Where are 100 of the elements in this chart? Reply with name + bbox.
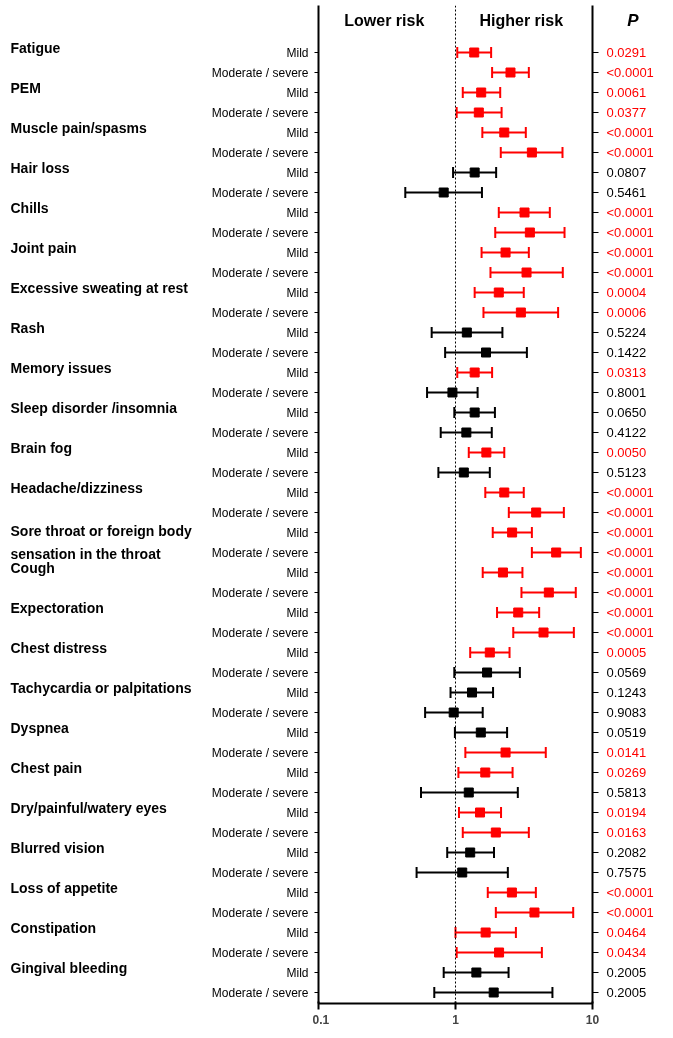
y2-tick-label: 0.0291 (606, 45, 647, 60)
y2-tick-label: 0.0006 (606, 305, 647, 320)
y-tick-label: Moderate / severe (211, 625, 309, 640)
text: Brain fog (10, 439, 72, 456)
y-tick-label: Moderate / severe (211, 465, 309, 480)
text: Cough (10, 559, 55, 576)
y2-tick-label: 0.0005 (606, 645, 647, 660)
y-tick-label: Mild (286, 165, 309, 180)
y2-tick-label: <0.0001 (606, 525, 654, 540)
y-tick-label: Moderate / severe (211, 985, 309, 1000)
y-tick-label: Moderate / severe (211, 865, 309, 880)
y-tick-label: Mild (286, 325, 309, 340)
text: Hair loss (10, 159, 70, 176)
y2-tick-label: 0.2005 (606, 985, 647, 1000)
y2-tick-label: 0.2082 (606, 845, 647, 860)
y-tick-label: Mild (286, 525, 309, 540)
y-tick-label: Mild (286, 365, 309, 380)
y2-tick-label: 0.0269 (606, 765, 647, 780)
text: Headache/dizziness (10, 479, 143, 496)
y-tick-label: Mild (286, 965, 309, 980)
y2-tick-label: <0.0001 (606, 565, 654, 580)
y-tick-label: Moderate / severe (211, 265, 309, 280)
text: Higher risk (479, 12, 564, 29)
y2-tick-label: 0.5123 (606, 465, 647, 480)
y-tick-label: Mild (286, 725, 309, 740)
y2-tick-label: 0.0141 (606, 745, 647, 760)
y2-tick-label: 0.0650 (606, 405, 647, 420)
y2-tick-label: 0.0464 (606, 925, 647, 940)
y-tick-label: Moderate / severe (211, 145, 309, 160)
y2-tick-label: <0.0001 (606, 145, 654, 160)
text: Lower risk (344, 12, 425, 29)
y-tick-label: Moderate / severe (211, 585, 309, 600)
y2-tick-label: <0.0001 (606, 905, 654, 920)
y-tick-label: Mild (286, 485, 309, 500)
y-tick-label: Moderate / severe (211, 225, 309, 240)
y-tick-label: Mild (286, 45, 309, 60)
y-tick-label: Moderate / severe (211, 425, 309, 440)
text: Tachycardia or palpitations (10, 679, 192, 696)
y2-tick-label: <0.0001 (606, 225, 654, 240)
y2-tick-label: <0.0001 (606, 885, 654, 900)
y2-tick-label: <0.0001 (606, 545, 654, 560)
text: Memory issues (10, 359, 112, 376)
text: Muscle pain/spasms (10, 119, 147, 136)
y2-tick-label: 0.1243 (606, 685, 647, 700)
y2-tick-label: <0.0001 (606, 65, 654, 80)
text: Fatigue (10, 39, 61, 56)
y2-tick-label: 0.9083 (606, 705, 647, 720)
text: Rash (10, 319, 45, 336)
y2-tick-label: 0.5813 (606, 785, 647, 800)
y-tick-label: Mild (286, 245, 309, 260)
y-tick-label: Mild (286, 405, 309, 420)
y-tick-label: Mild (286, 445, 309, 460)
text: Constipation (10, 919, 97, 936)
y2-tick-label: 0.5461 (606, 185, 647, 200)
y-tick-label: Moderate / severe (211, 745, 309, 760)
y-tick-label: Moderate / severe (211, 105, 309, 120)
text: Loss of appetite (10, 879, 119, 896)
y-tick-label: Mild (286, 765, 309, 780)
y2-tick-label: 0.7575 (606, 865, 647, 880)
y2-tick-label: 0.0194 (606, 805, 647, 820)
y2-tick-label: 0.2005 (606, 965, 647, 980)
x-tick-label: 0.1 (312, 1012, 330, 1027)
text: Chills (10, 199, 49, 216)
y2-tick-label: 0.5224 (606, 325, 647, 340)
text: Sore throat or foreign body sensation in the throat (10, 523, 192, 562)
y2-tick-label: 0.4122 (606, 425, 647, 440)
y-tick-label: Moderate / severe (211, 705, 309, 720)
x-tick-label: 10 (585, 1012, 600, 1027)
y2-tick-label: <0.0001 (606, 125, 654, 140)
text: Blurred vision (10, 839, 105, 856)
y2-tick-label: 0.0434 (606, 945, 647, 960)
y2-tick-label: 0.0313 (606, 365, 647, 380)
y-tick-label: Moderate / severe (211, 905, 309, 920)
y-tick-label: Moderate / severe (211, 505, 309, 520)
y-tick-label: Mild (286, 565, 309, 580)
y-tick-label: Mild (286, 925, 309, 940)
text: Expectoration (10, 599, 104, 616)
y2-axis-title: P (627, 11, 640, 30)
text: Dry/painful/watery eyes (10, 799, 168, 816)
y2-tick-label: <0.0001 (606, 265, 654, 280)
y-tick-label: Mild (286, 685, 309, 700)
y-tick-label: Moderate / severe (211, 945, 309, 960)
text: Chest pain (10, 759, 83, 776)
y-tick-label: Moderate / severe (211, 345, 309, 360)
y2-tick-label: 0.0377 (606, 105, 647, 120)
y2-tick-label: 0.8001 (606, 385, 647, 400)
y-tick-label: Mild (286, 85, 309, 100)
y-tick-label: Mild (286, 885, 309, 900)
y2-tick-label: 0.0569 (606, 665, 647, 680)
y-tick-label: Mild (286, 605, 309, 620)
y2-tick-label: <0.0001 (606, 625, 654, 640)
y2-tick-label: 0.0004 (606, 285, 647, 300)
y2-tick-label: <0.0001 (606, 205, 654, 220)
y2-tick-label: 0.0807 (606, 165, 647, 180)
y-tick-label: Mild (286, 845, 309, 860)
text: Sleep disorder /insomnia (10, 399, 178, 416)
y2-tick-label: 0.0061 (606, 85, 647, 100)
y-tick-label: Mild (286, 805, 309, 820)
y-tick-label: Moderate / severe (211, 65, 309, 80)
y2-tick-label: <0.0001 (606, 245, 654, 260)
